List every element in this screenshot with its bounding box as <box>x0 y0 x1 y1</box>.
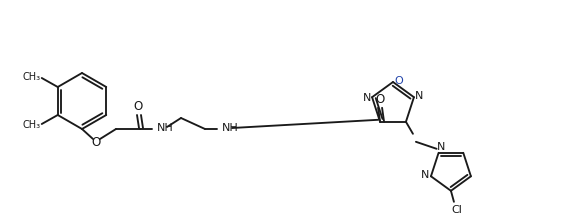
Text: O: O <box>91 136 101 150</box>
Text: N: N <box>415 91 423 101</box>
Text: O: O <box>133 101 143 113</box>
Text: N: N <box>421 170 429 180</box>
Text: O: O <box>375 93 385 106</box>
Text: NH: NH <box>157 123 174 133</box>
Text: N: N <box>436 142 445 152</box>
Text: O: O <box>395 76 403 86</box>
Text: CH₃: CH₃ <box>23 72 41 82</box>
Text: NH: NH <box>222 123 239 133</box>
Text: CH₃: CH₃ <box>23 120 41 130</box>
Text: Cl: Cl <box>452 205 462 215</box>
Text: N: N <box>363 93 371 103</box>
